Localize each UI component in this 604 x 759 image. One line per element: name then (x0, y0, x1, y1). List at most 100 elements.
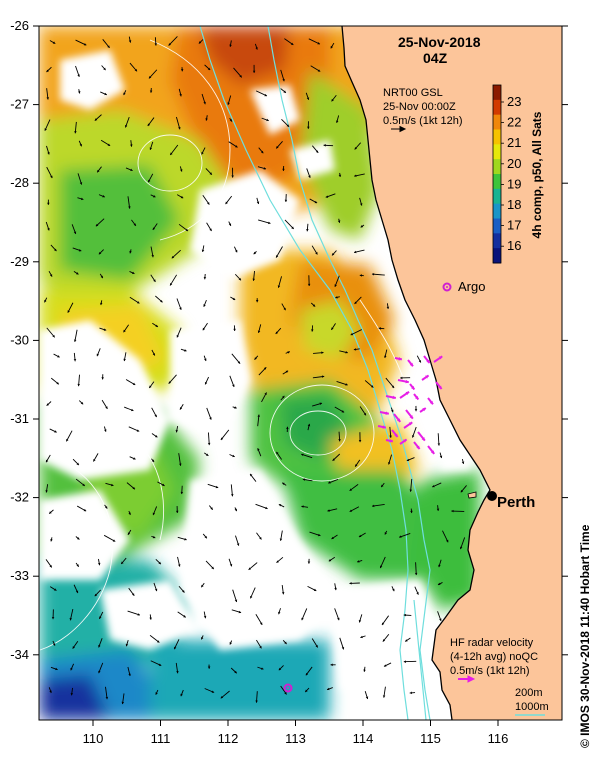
current-arrow-head (321, 351, 324, 354)
current-arrow-head (154, 43, 158, 46)
current-arrow-head (278, 611, 281, 615)
current-arrow-head (66, 438, 69, 442)
current-arrow-head (381, 484, 384, 488)
hf-arrow-head (403, 439, 407, 443)
current-arrow-head (152, 535, 156, 539)
current-arrow-head (360, 225, 364, 228)
current-arrow-head (234, 406, 237, 409)
current-arrow-head (99, 616, 102, 619)
current-arrow-head (437, 443, 441, 446)
current-arrow-head (282, 168, 285, 171)
current-arrow-head (147, 123, 151, 126)
current-arrow-head (154, 435, 158, 438)
hf-radar-vectors (377, 355, 443, 455)
current-arrow-head (44, 299, 47, 303)
hf-arrow-head (398, 357, 402, 361)
current-arrow-head (265, 506, 268, 510)
current-arrow-head (51, 616, 55, 620)
current-arrow-head (152, 353, 155, 356)
map-date: 25-Nov-2018 (398, 34, 481, 50)
current-arrow-head (77, 383, 81, 387)
current-arrow-head (279, 538, 283, 541)
current-arrow-head (286, 426, 289, 429)
current-arrow-head (330, 45, 333, 49)
current-arrow-head (201, 151, 204, 155)
current-arrow-head (236, 543, 240, 546)
hf-arrow-head (421, 437, 425, 441)
current-arrow-head (358, 620, 362, 623)
perth-label: Perth (497, 494, 535, 511)
current-arrow-head (175, 430, 179, 433)
current-arrow-head (357, 560, 360, 563)
current-arrow-head (231, 175, 234, 178)
current-arrow-head (160, 299, 163, 303)
hf-arrow-head (396, 418, 401, 422)
current-arrow-head (332, 458, 336, 461)
current-arrow-head (151, 254, 154, 258)
current-arrow-head (179, 407, 183, 410)
current-arrow-head (230, 494, 234, 497)
colorbar-scale (493, 85, 501, 264)
current-arrow-head (155, 692, 158, 695)
hf-arrow-head (411, 386, 415, 390)
current-arrow-head (107, 45, 110, 48)
current-arrow-head (97, 169, 100, 173)
colorbar-cell (493, 114, 501, 130)
current-arrow-head (392, 588, 395, 592)
current-arrow-head (54, 248, 57, 252)
current-arrow-head (264, 392, 267, 395)
current-arrow-head (363, 412, 366, 416)
current-arrow-head (307, 561, 311, 564)
current-arrow-head (460, 489, 464, 493)
current-arrow-head (330, 663, 333, 667)
current-arrow-head (207, 67, 211, 70)
current-arrow-head (149, 385, 152, 388)
current-arrow-head (359, 274, 363, 277)
current-arrow-head (180, 69, 184, 72)
current-arrow-head (156, 640, 160, 643)
current-arrow-head (179, 307, 182, 310)
current-arrow-head (312, 304, 316, 307)
current-arrow-head (406, 458, 410, 462)
current-arrow-head (383, 664, 387, 667)
colorbar-tick-label: 22 (507, 115, 521, 130)
current-arrow-head (211, 690, 215, 693)
hf-arrow-head (405, 379, 409, 384)
current-arrow-head (384, 532, 388, 535)
current-arrow-head (281, 592, 285, 595)
current-arrow-head (95, 223, 99, 227)
current-arrow-head (207, 202, 210, 205)
current-arrow-head (148, 75, 152, 79)
current-arrow-head (98, 251, 102, 255)
current-arrow-head (341, 410, 345, 413)
current-arrow-head (46, 69, 49, 72)
current-arrow-head (129, 250, 132, 254)
latitude-axis: -26 -27 -28 -29 -30 -31 -32 -33 -34 (10, 18, 568, 662)
current-arrow-head (47, 228, 50, 231)
current-arrow-head (94, 593, 98, 597)
colorbar-cell (493, 248, 501, 264)
current-arrow-head (130, 144, 133, 147)
current-arrow-head (400, 376, 403, 380)
current-arrow-head (73, 231, 77, 234)
current-arrow-head (123, 329, 126, 333)
argo-float (442, 282, 452, 292)
current-arrow-head (132, 382, 136, 385)
current-arrow-head (50, 175, 53, 179)
current-arrow-head (284, 199, 288, 202)
current-arrow-head (123, 358, 126, 362)
colorbar-cell (493, 99, 501, 116)
current-arrow-head (203, 101, 206, 105)
colorbar-cell (493, 129, 501, 145)
current-arrow-head (49, 690, 52, 693)
current-arrow-head (179, 463, 182, 466)
current-arrow-head (409, 489, 413, 492)
current-arrow-head (382, 695, 386, 698)
current-arrow-head (291, 226, 294, 229)
current-arrow-head (284, 692, 287, 695)
hf-arrow-head (415, 396, 419, 400)
current-arrow-head (76, 462, 79, 466)
current-arrow-head (354, 174, 357, 177)
lon-tick-label: 112 (218, 731, 239, 746)
colorbar-cell (493, 188, 501, 205)
